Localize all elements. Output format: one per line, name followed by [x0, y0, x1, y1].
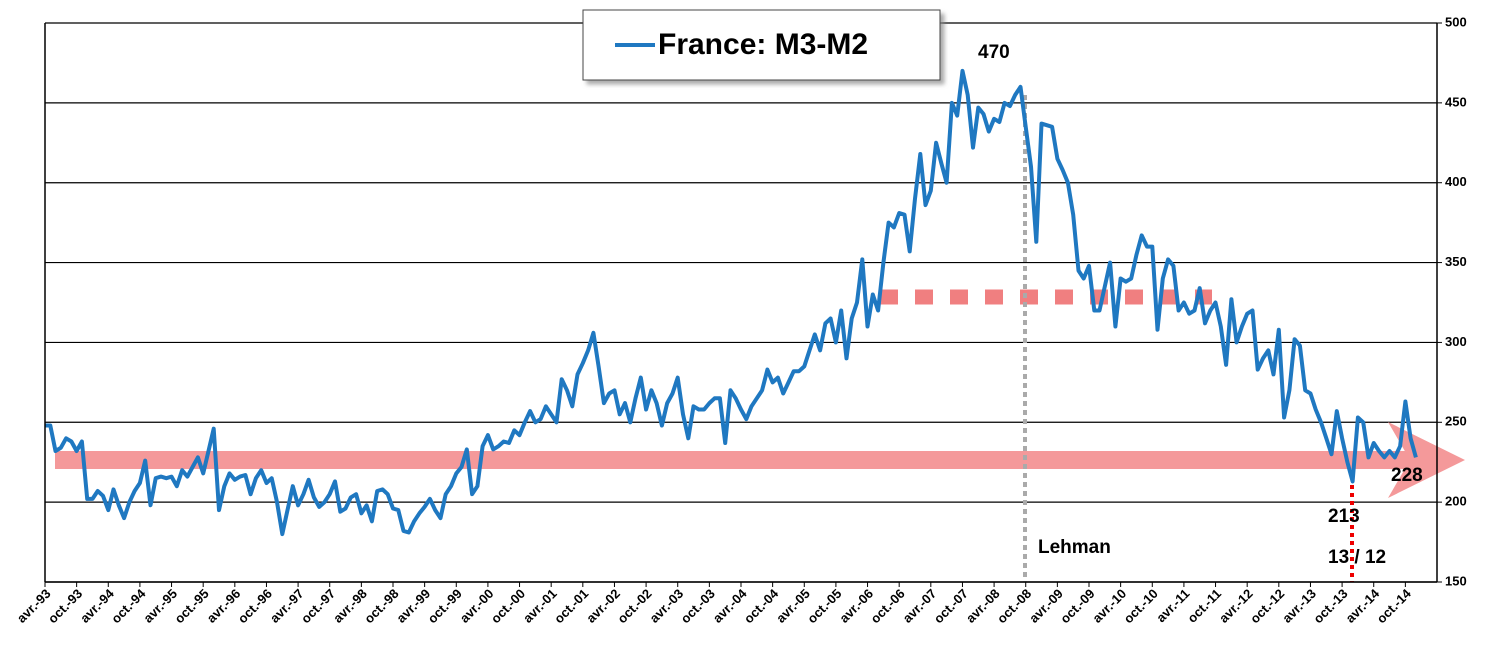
x-tick-label: avr.-05: [773, 586, 813, 626]
x-tick-label: oct.-99: [425, 586, 465, 626]
date-label: 13 / 12: [1328, 547, 1386, 568]
x-tick-label: oct.-94: [108, 585, 149, 626]
x-tick-label: oct.-01: [551, 586, 591, 626]
x-tick-label: avr.-06: [836, 586, 876, 626]
x-tick-label: avr.-96: [204, 586, 244, 626]
y-tick-label: 350: [1445, 254, 1467, 269]
x-tick-label: oct.-00: [488, 586, 528, 626]
x-tick-label: oct.-14: [1374, 585, 1415, 626]
band-arrow: [1388, 422, 1465, 498]
last-label: 228: [1391, 465, 1423, 486]
x-tick-label: oct.-13: [1310, 586, 1350, 626]
x-tick-label: avr.-01: [520, 586, 560, 626]
x-tick-label: oct.-98: [361, 586, 401, 626]
x-tick-label: oct.-93: [45, 586, 85, 626]
x-tick-label: avr.-95: [140, 586, 180, 626]
x-tick-label: avr.-12: [1216, 586, 1256, 626]
y-tick-label: 400: [1445, 174, 1467, 189]
x-tick-label: avr.-09: [1026, 586, 1066, 626]
x-tick-label: oct.-12: [1247, 586, 1287, 626]
x-tick-label: avr.-07: [900, 586, 940, 626]
x-tick-label: avr.-99: [393, 586, 433, 626]
x-tick-label: oct.-08: [994, 586, 1034, 626]
y-tick-label: 200: [1445, 494, 1467, 509]
x-tick-label: avr.-97: [267, 586, 307, 626]
x-tick-label: oct.-07: [931, 586, 971, 626]
x-tick-label: avr.-03: [647, 586, 687, 626]
x-tick-label: avr.-98: [330, 586, 370, 626]
x-tick-label: avr.-02: [583, 586, 623, 626]
x-tick-label: oct.-03: [678, 586, 718, 626]
y-tick-label: 250: [1445, 414, 1467, 429]
x-tick-label: avr.-10: [1089, 586, 1129, 626]
legend-label: France: M3-M2: [658, 28, 868, 61]
x-tick-label: oct.-10: [1121, 586, 1161, 626]
reference-band: [55, 451, 1440, 469]
x-tick-label: oct.-11: [1184, 586, 1224, 626]
x-tick-label: oct.-05: [804, 586, 844, 626]
x-tick-label: oct.-06: [867, 586, 907, 626]
x-tick-label: avr.-00: [457, 586, 497, 626]
x-tick-label: avr.-08: [963, 586, 1003, 626]
series-line: [45, 68, 1418, 537]
x-tick-label: oct.-04: [741, 585, 782, 626]
x-tick-label: oct.-96: [235, 586, 275, 626]
peak-label: 470: [978, 42, 1010, 63]
y-tick-label: 450: [1445, 94, 1467, 109]
legend: France: M3-M2: [582, 9, 941, 81]
x-tick-label: oct.-02: [614, 586, 654, 626]
y-tick-label: 300: [1445, 334, 1467, 349]
x-tick-label: avr.-11: [1153, 586, 1192, 625]
low-label: 213: [1328, 506, 1360, 527]
x-tick-label: oct.-09: [1057, 586, 1097, 626]
x-tick-label: oct.-95: [171, 586, 211, 626]
y-tick-label: 500: [1445, 14, 1467, 29]
x-tick-label: avr.-93: [14, 586, 54, 626]
lehman-label: Lehman: [1038, 537, 1111, 558]
x-tick-label: avr.-13: [1279, 586, 1319, 626]
plot: [45, 68, 1418, 537]
x-tick-label: oct.-97: [298, 586, 338, 626]
y-tick-label: 150: [1445, 573, 1467, 588]
